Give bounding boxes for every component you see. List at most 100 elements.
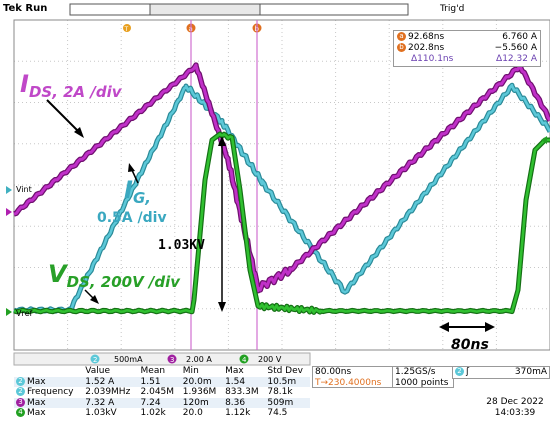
measurement-label-cell: 4 Max bbox=[14, 408, 83, 419]
measurement-value: 1.03kV bbox=[85, 408, 117, 418]
app-title: Tek Run bbox=[3, 3, 47, 14]
measurement-min: 20.0 bbox=[182, 408, 203, 418]
col-header-std-dev: Std Dev bbox=[267, 366, 303, 376]
ch4-scale[interactable]: 200 V bbox=[258, 355, 282, 364]
measurement-min: 120m bbox=[182, 397, 209, 408]
measurement-name: Max bbox=[27, 408, 46, 418]
measurement-mean: 1.02k bbox=[140, 408, 166, 418]
measurement-max: 1.12k bbox=[225, 408, 251, 418]
measurement-table: Value Mean Min Max Std Dev 2 Max 1.52 A 1.5… bbox=[14, 366, 310, 419]
ch3-ground-marker[interactable] bbox=[6, 208, 12, 216]
ids-arrow-head-icon bbox=[74, 127, 84, 138]
date: 28 Dec 2022 bbox=[486, 397, 544, 407]
cursor-b-badge-icon: b bbox=[397, 43, 406, 52]
measurement-value: 2.039MHz bbox=[85, 387, 131, 397]
measurement-row[interactable]: 4 Max 1.03kV 1.02k 20.0 1.12k 74.5 bbox=[14, 408, 310, 419]
measurement-label-cell: 3 Max bbox=[14, 397, 83, 409]
measurement-max: 833.3M bbox=[225, 387, 259, 397]
measurement-header: Value Mean Min Max Std Dev bbox=[14, 366, 310, 377]
measurement-name: Max bbox=[27, 376, 46, 387]
voltage-span-bottom-icon bbox=[218, 302, 226, 312]
measurement-max: 1.54 bbox=[225, 376, 246, 387]
measurement-mean: 7.24 bbox=[140, 397, 161, 408]
record-length: 1000 points bbox=[395, 378, 449, 388]
measurement-panel[interactable]: Value Mean Min Max Std Dev 2 Max 1.52 A 1.5… bbox=[14, 366, 310, 422]
col-header-label bbox=[14, 366, 83, 377]
vref-label: Vref bbox=[16, 309, 33, 318]
trigger-position-icon[interactable] bbox=[123, 24, 131, 32]
cursor-readout[interactable]: a 92.68ns 6.760 A b 202.8ns −5.560 A Δ110.… bbox=[393, 30, 541, 67]
vds-waveform bbox=[13, 132, 550, 314]
trigger-position-marker: T bbox=[124, 26, 129, 33]
ch2-ground-marker[interactable] bbox=[6, 186, 12, 194]
measurement-row[interactable]: 2 Frequency 2.039MHz 2.045M 1.936M 833.3M 78.1… bbox=[14, 387, 310, 398]
vint-label: Vint bbox=[16, 185, 32, 194]
ch4-badge-icon[interactable] bbox=[239, 354, 249, 364]
ch2-badge-icon[interactable] bbox=[90, 354, 100, 364]
vds-annotation: VDS, 200V /div bbox=[48, 260, 181, 291]
time-span-right-icon bbox=[485, 322, 495, 332]
timebase-box[interactable]: 80.00ns T→230.4000ns bbox=[312, 366, 394, 388]
measurement-max: 8.36 bbox=[225, 397, 246, 408]
trigger-slope-icon: ʃ bbox=[466, 367, 470, 377]
voltage-span-top-icon bbox=[218, 136, 226, 146]
ids-waveform bbox=[13, 63, 550, 293]
cursor-b-row: b 202.8ns −5.560 A bbox=[397, 43, 537, 54]
time-span-annotation: 80ns bbox=[451, 337, 489, 353]
sample-rate: 1.25GS/s bbox=[395, 367, 436, 377]
acquisition-box[interactable]: 1.25GS/s 1000 points bbox=[392, 366, 454, 388]
time: 14:03:39 bbox=[494, 408, 536, 418]
ids-arrow bbox=[46, 99, 81, 134]
measurement-row[interactable]: 2 Max 1.52 A 1.51 20.0m 1.54 10.5m bbox=[14, 376, 310, 388]
col-header-value: Value bbox=[85, 366, 110, 376]
voltage-peak-annotation: 1.03KV bbox=[158, 238, 205, 253]
record-view-window[interactable] bbox=[149, 3, 261, 16]
measurement-value: 1.52 A bbox=[85, 376, 115, 387]
ig-annotation: IG, bbox=[124, 176, 151, 207]
timebase-offset: T→230.4000ns bbox=[315, 378, 382, 388]
timebase-scale: 80.00ns bbox=[315, 367, 352, 377]
ig-scale-annotation: 0.5A /div bbox=[97, 210, 167, 226]
cursor-delta-row: Δ110.1ns Δ12.32 A bbox=[397, 54, 537, 65]
measurement-mean: 2.045M bbox=[140, 387, 175, 397]
cursor-b-value: −5.560 A bbox=[494, 43, 537, 53]
measurement-std-dev: 74.5 bbox=[267, 408, 288, 418]
measurement-min: 20.0m bbox=[182, 376, 212, 387]
measurement-name: Frequency bbox=[27, 387, 74, 397]
measurement-value: 7.32 A bbox=[85, 397, 115, 408]
cursor-b-time: 202.8ns bbox=[408, 43, 445, 53]
measurement-channel-badge-icon: 2 bbox=[16, 387, 25, 396]
measurement-std-dev: 78.1k bbox=[267, 387, 293, 397]
ch2-scale[interactable]: 500mA bbox=[114, 355, 143, 364]
channel-strip bbox=[13, 352, 311, 366]
cursor-delta-time: Δ110.1ns bbox=[411, 54, 454, 64]
graticule-border bbox=[13, 19, 550, 351]
time-span-left-icon bbox=[439, 322, 449, 332]
measurement-std-dev: 10.5m bbox=[267, 376, 297, 387]
datetime-box: 28 Dec 2022 14:03:39 bbox=[482, 397, 548, 419]
cursor-a-value: 6.760 A bbox=[502, 32, 537, 42]
trigger-channel-badge-icon: 2 bbox=[455, 367, 464, 376]
measurement-name: Max bbox=[27, 397, 46, 408]
col-header-mean: Mean bbox=[140, 366, 166, 376]
measurement-label-cell: 2 Max bbox=[14, 376, 83, 388]
ig-arrow-head-icon bbox=[128, 163, 135, 172]
right-level-marker bbox=[541, 136, 547, 144]
measurement-channel-badge-icon: 3 bbox=[16, 397, 25, 407]
trigger-status: Trig'd bbox=[439, 4, 464, 14]
col-header-max: Max bbox=[225, 366, 244, 376]
measurement-row[interactable]: 3 Max 7.32 A 7.24 120m 8.36 509m bbox=[14, 397, 310, 409]
measurement-channel-badge-icon: 2 bbox=[16, 376, 25, 386]
ids-annotation: IDS, 2A /div bbox=[20, 70, 123, 101]
ch4-ground-marker[interactable] bbox=[6, 308, 12, 316]
measurement-channel-badge-icon: 4 bbox=[16, 408, 25, 417]
ch3-scale[interactable]: 2.00 A bbox=[186, 355, 212, 364]
measurement-mean: 1.51 bbox=[140, 376, 161, 387]
measurement-std-dev: 509m bbox=[267, 397, 294, 408]
cursor-a-time: 92.68ns bbox=[408, 32, 445, 42]
ch3-badge-num: 3 bbox=[170, 356, 174, 364]
ch4-badge-num: 4 bbox=[242, 356, 247, 364]
ch3-badge-icon[interactable] bbox=[167, 354, 177, 364]
measurement-label-cell: 2 Frequency bbox=[14, 387, 83, 398]
